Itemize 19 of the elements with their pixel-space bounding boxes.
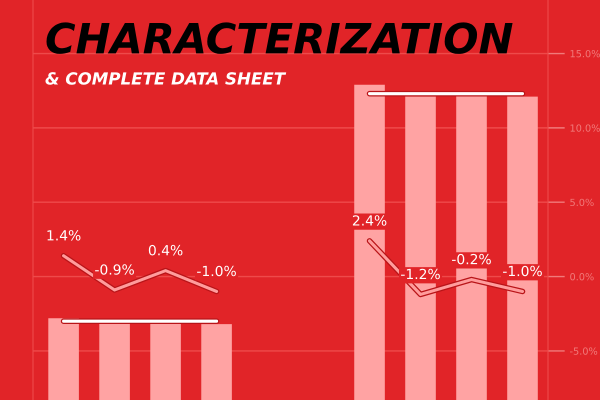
y-tick-label: 10.0% [570, 124, 600, 132]
data-label: -0.9% [95, 264, 134, 275]
data-label: 2.4% [352, 215, 386, 226]
y-tick-label: 15.0% [570, 50, 600, 58]
y-tick-label: -5.0% [570, 347, 598, 355]
bar [48, 318, 79, 400]
chart-title: CHARACTERIZATION [46, 22, 513, 54]
data-label: -0.2% [452, 254, 491, 264]
data-label: -1.2% [401, 268, 440, 280]
data-label: 1.4% [47, 230, 80, 241]
data-label: -1.0% [197, 266, 236, 276]
data-label: 0.4% [148, 244, 182, 256]
bar [150, 322, 181, 400]
data-label: -1.0% [503, 266, 542, 276]
bar [99, 322, 130, 400]
bar [201, 324, 232, 400]
y-tick-label: 5.0% [570, 198, 594, 206]
text: & COMPLETE DATA SHEET [45, 72, 286, 85]
y-tick-label: 0.0% [570, 273, 594, 280]
